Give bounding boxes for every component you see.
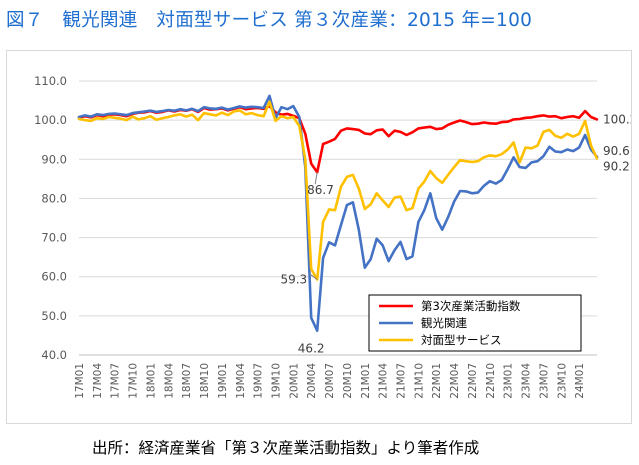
legend-label-1: 第3次産業活動指数 — [421, 299, 521, 313]
x-tick-label: 21M07 — [396, 363, 408, 399]
x-tick-label: 17M07 — [110, 363, 122, 399]
source-note: 出所：経済産業省「第３次産業活動指数」より筆者作成 — [92, 439, 480, 457]
series-line-2 — [77, 94, 599, 333]
y-tick-label: 50.0 — [41, 309, 67, 323]
annotation-label: 86.7 — [307, 183, 334, 197]
x-tick-label: 20M10 — [342, 363, 354, 399]
y-tick-label: 70.0 — [41, 231, 67, 245]
y-tick-label: 100.0 — [34, 113, 67, 127]
x-tick-label: 22M04 — [449, 363, 461, 399]
series-line-3 — [77, 100, 599, 281]
x-tick-label: 18M10 — [199, 363, 211, 399]
x-tick-label: 19M04 — [235, 363, 247, 399]
y-tick-label: 60.0 — [41, 270, 67, 284]
y-tick-label: 110.0 — [34, 74, 67, 88]
x-tick-label: 21M04 — [378, 363, 390, 399]
x-tick-label: 23M07 — [538, 363, 550, 399]
x-tick-label: 19M10 — [270, 363, 282, 399]
x-tick-label: 18M07 — [181, 363, 193, 399]
x-tick-label: 21M10 — [413, 363, 425, 399]
x-tick-label: 19M01 — [217, 363, 229, 399]
x-tick-label: 20M01 — [288, 363, 300, 399]
x-tick-label: 18M01 — [145, 363, 157, 399]
x-tick-label: 22M07 — [467, 363, 479, 399]
annotation-leader — [314, 172, 318, 185]
x-tick-label: 17M10 — [128, 363, 140, 399]
annotation-label: 90.2 — [603, 160, 630, 174]
x-tick-label: 19M07 — [253, 363, 265, 399]
x-tick-label: 23M04 — [521, 363, 533, 399]
line-chart: 40.0 50.0 60.0 70.0 80.0 90.0 100.0 110.0 17M01 1… — [34, 74, 631, 399]
legend-label-2: 観光関連 — [421, 316, 467, 330]
x-tick-label: 20M07 — [324, 363, 336, 399]
x-tick-label: 21M01 — [360, 363, 372, 399]
annotation-label: 90.6 — [603, 144, 630, 158]
annotation-leader — [308, 273, 318, 280]
y-tick-label: 40.0 — [41, 348, 67, 362]
x-tick-label: 17M01 — [74, 363, 86, 399]
y-tick-label: 90.0 — [41, 152, 67, 166]
y-tick-label: 80.0 — [41, 191, 67, 205]
x-tick-label: 18M04 — [163, 363, 175, 399]
legend-label-3: 対面型サービス — [421, 333, 502, 347]
annotation-label: 46.2 — [298, 342, 325, 356]
x-tick-label: 22M10 — [485, 363, 497, 399]
chart-frame: 40.0 50.0 60.0 70.0 80.0 90.0 100.0 110.0 17M01 1… — [6, 50, 632, 424]
x-tick-label: 20M04 — [306, 363, 318, 399]
page-title: 図７ 観光関連 対面型サービス 第３次産業：2015 年=100 — [6, 10, 533, 31]
x-tick-label: 23M10 — [556, 363, 568, 399]
x-tick-label: 22M01 — [431, 363, 443, 399]
x-tick-label: 24M01 — [574, 363, 586, 399]
annotation-label: 100.2 — [603, 112, 631, 126]
annotation-label: 59.3 — [280, 272, 307, 286]
x-tick-label: 23M01 — [503, 363, 515, 399]
x-tick-label: 17M04 — [92, 363, 104, 399]
